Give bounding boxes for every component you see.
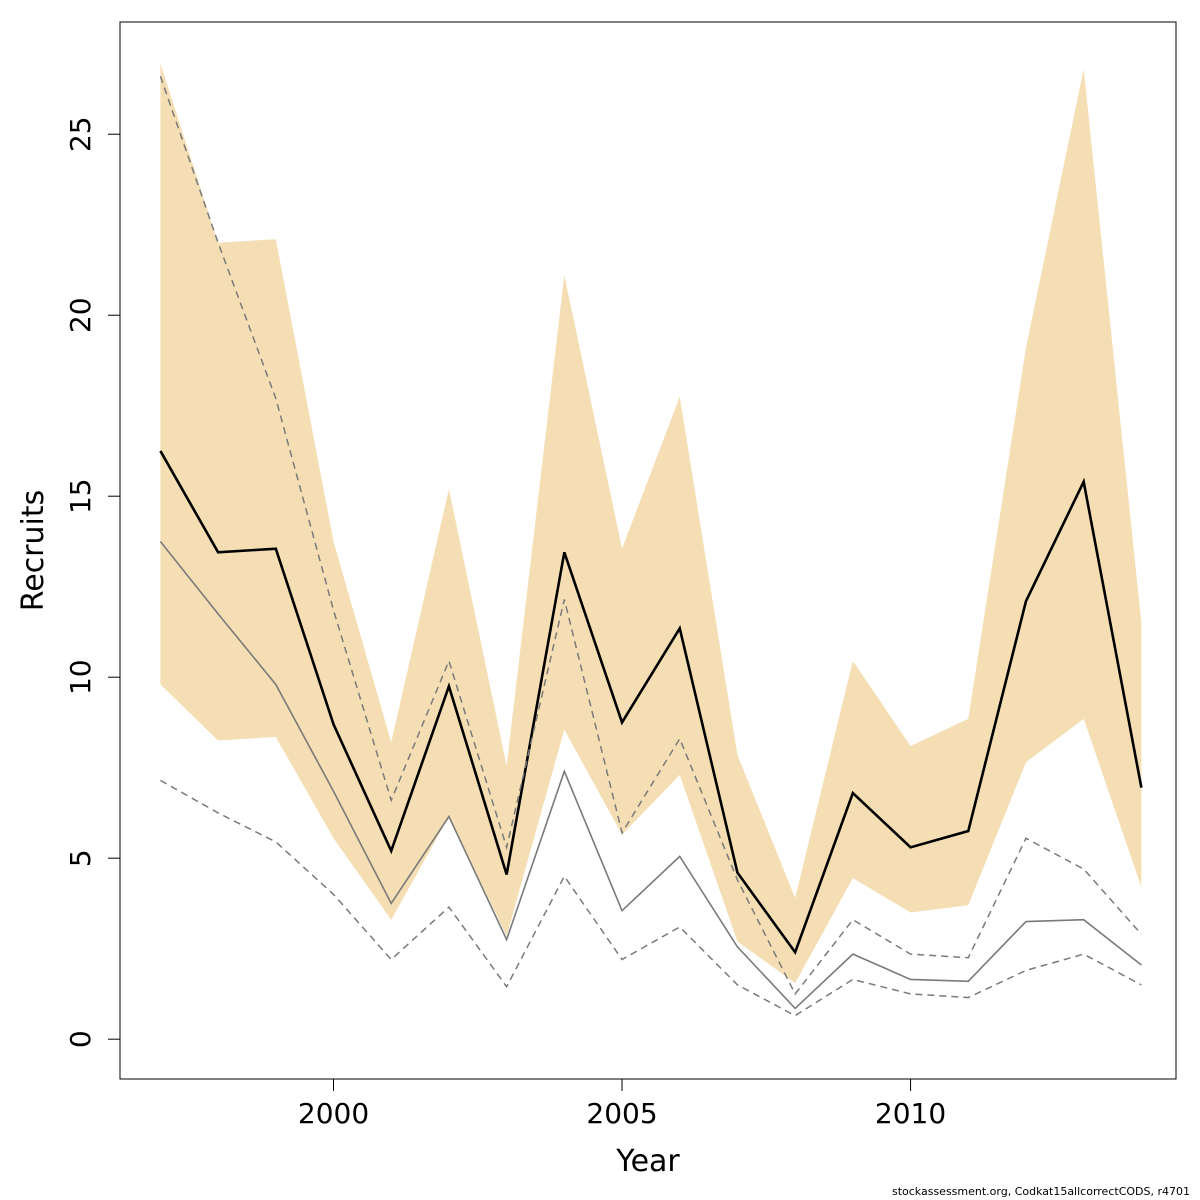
y-tick-label: 20 bbox=[64, 297, 97, 333]
x-tick-label: 2000 bbox=[298, 1097, 369, 1130]
y-tick-label: 5 bbox=[64, 849, 97, 867]
series-line-comparison bbox=[159, 540, 1142, 1010]
series-line-estimate bbox=[159, 450, 1143, 956]
series-line-dashed-4 bbox=[160, 779, 1142, 1017]
confidence-band bbox=[160, 63, 1142, 984]
x-tick-label: 2005 bbox=[586, 1097, 657, 1130]
y-tick-label: 15 bbox=[64, 478, 97, 514]
axes-layer: 2000 2005 2010 0 5 10 15 20 25 bbox=[64, 116, 946, 1130]
x-axis-title: Year bbox=[615, 1144, 680, 1179]
plot-frame bbox=[119, 21, 1177, 1080]
series-lines-layer bbox=[159, 76, 1143, 1017]
y-tick-label: 0 bbox=[64, 1030, 97, 1048]
series-line-dashed-3 bbox=[159, 76, 1142, 996]
footer-credit: stockassessment.org, Codkat15allcorrectC… bbox=[891, 1185, 1190, 1198]
y-tick-label: 25 bbox=[64, 116, 97, 152]
x-tick-label: 2010 bbox=[875, 1097, 946, 1130]
confidence-band-layer bbox=[160, 63, 1142, 984]
y-tick-label: 10 bbox=[64, 659, 97, 695]
y-axis-title: Recruits bbox=[16, 490, 51, 612]
